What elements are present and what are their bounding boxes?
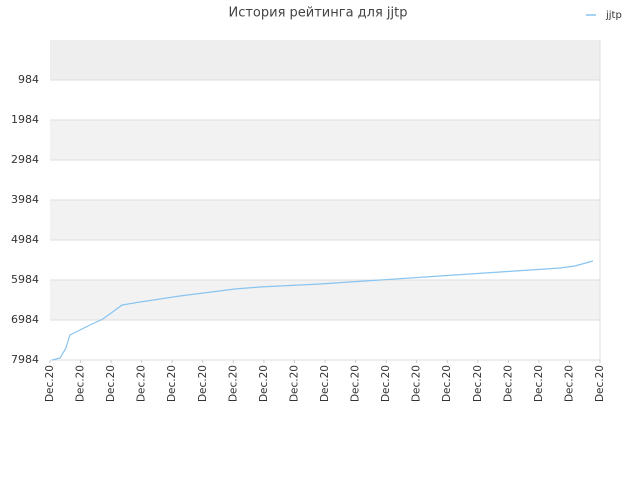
x-tick-label: Dec.20: [594, 365, 606, 402]
x-tick-label: Dec.20: [563, 365, 575, 402]
x-tick-label: Dec.20: [44, 365, 56, 402]
chart-title: История рейтинга для jjtp: [228, 6, 407, 21]
grid-band: [50, 280, 600, 320]
x-tick-label: Dec.20: [166, 365, 178, 402]
x-tick-label: Dec.20: [502, 365, 514, 402]
y-tick-label: 4984: [11, 233, 39, 246]
x-tick-label: Dec.20: [288, 365, 300, 402]
grid-band: [50, 40, 600, 80]
x-tick-label: Dec.20: [105, 365, 117, 402]
grid-band: [50, 120, 600, 160]
x-tick-label: Dec.20: [441, 365, 453, 402]
y-tick-label: 1984: [11, 113, 39, 126]
x-tick-label: Dec.20: [258, 365, 270, 402]
y-tick-label: 2984: [11, 153, 39, 166]
x-tick-label: Dec.20: [472, 365, 484, 402]
y-tick-label: 984: [18, 73, 39, 86]
x-tick-label: Dec.20: [75, 365, 87, 402]
x-tick-label: Dec.20: [319, 365, 331, 402]
x-tick-label: Dec.20: [136, 365, 148, 402]
series-line: [51, 260, 594, 361]
x-tick-label: Dec.20: [533, 365, 545, 402]
x-tick-label: Dec.20: [380, 365, 392, 402]
x-tick-label: Dec.20: [350, 365, 362, 402]
x-tick-label: Dec.20: [227, 365, 239, 402]
grid-band: [50, 200, 600, 240]
legend-label: jjtp: [605, 10, 622, 21]
y-tick-label: 3984: [11, 193, 39, 206]
x-tick-label: Dec.20: [197, 365, 209, 402]
x-tick-label: Dec.20: [411, 365, 423, 402]
y-tick-label: 5984: [11, 273, 39, 286]
y-tick-label: 6984: [11, 313, 39, 326]
y-tick-label: 7984: [11, 353, 39, 366]
